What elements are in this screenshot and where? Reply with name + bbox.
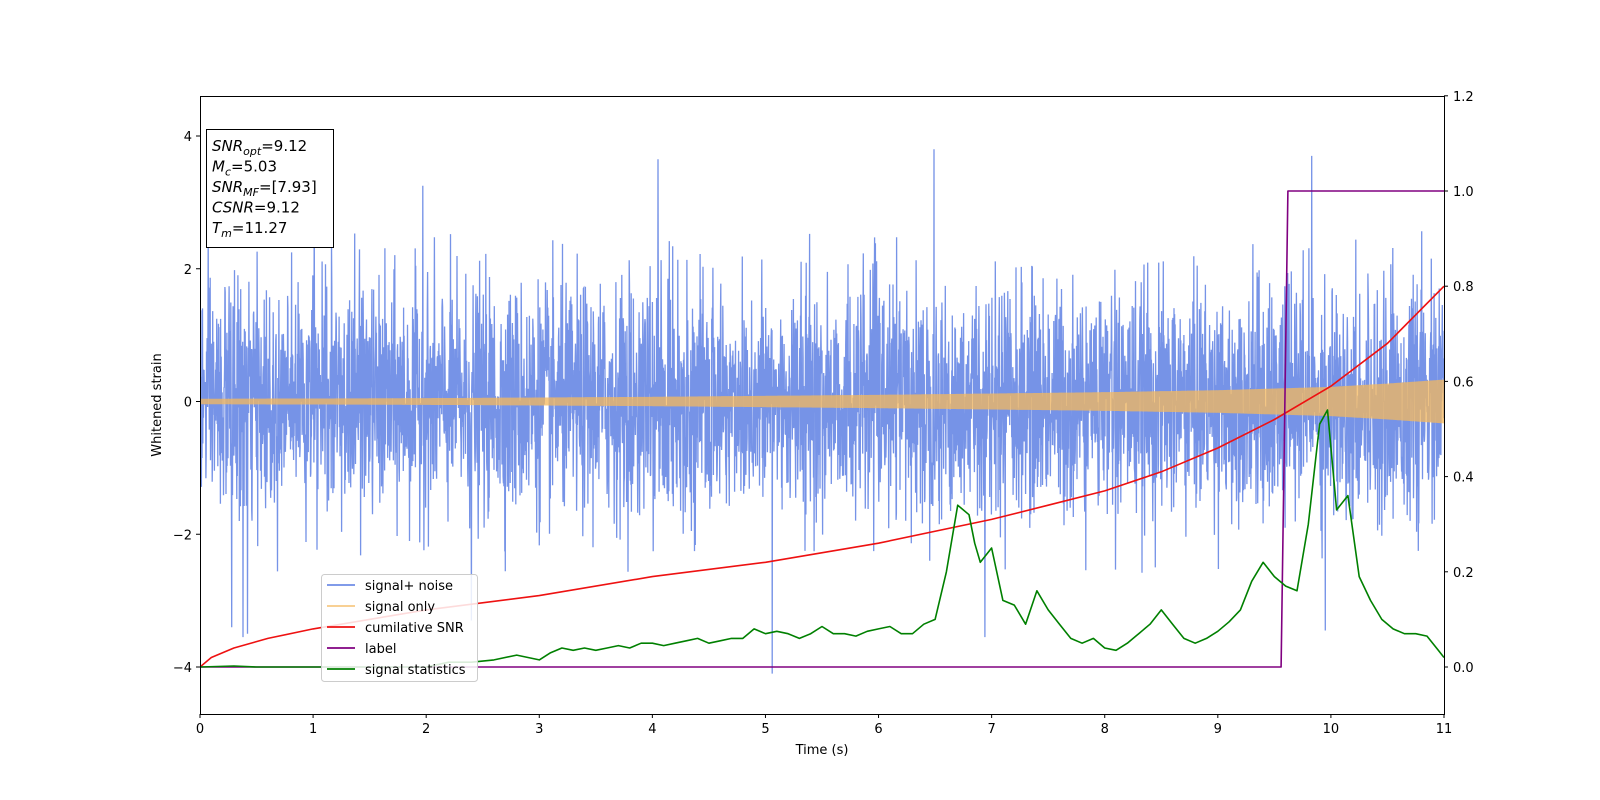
x-tick-label: 4 [648,722,656,737]
plot-area [200,149,1444,674]
y-left-tick-label: 0 [184,396,192,411]
y-left-tick-label: −2 [173,528,192,543]
x-tick-label: 1 [309,722,317,737]
info-line: Mc=5.03 [212,158,277,179]
y-axis-left-ticks: −4 −2 0 2 4 [173,130,200,676]
series-signal-statistics-line [200,409,1444,668]
x-tick-label: 3 [535,722,543,737]
y-right-tick-label: 0.4 [1453,471,1474,486]
plot-frame [200,96,1445,715]
info-box: SNRopt=9.12Mc=5.03SNRMF=[7.93]CSNR=9.12T… [206,129,334,248]
legend-label: cumilative SNR [365,621,464,636]
y-right-tick-label: 0.6 [1453,375,1474,390]
y-axis-label: Whitened strain [150,353,165,456]
series-signal-only-line [200,379,1444,424]
info-box-frame [206,129,334,248]
y-left-tick-label: −4 [173,661,192,676]
info-line-symbol: M [212,158,225,176]
series-signal-noise-line [200,149,1444,674]
x-tick-label: 10 [1323,722,1340,737]
info-line: SNRopt=9.12 [212,137,307,158]
info-line: SNRMF=[7.93] [212,178,317,199]
y-right-tick-label: 1.0 [1453,185,1474,200]
y-right-tick-label: 0.8 [1453,280,1474,295]
x-axis-ticks: 0 1 2 3 4 5 6 7 8 9 10 11 [196,714,1452,737]
info-line-symbol: SNR [212,137,243,155]
y-left-tick-label: 2 [184,263,192,278]
info-line-value: =[7.93] [259,178,317,196]
info-line: Tm=11.27 [212,219,287,240]
x-axis-label: Time (s) [795,743,849,758]
y-right-tick-label: 0.0 [1453,661,1474,676]
info-line-symbol: SNR [212,178,243,196]
legend-label: signal+ noise [365,579,453,594]
legend: signal+ noise signal only cumilative SNR la… [321,574,478,682]
y-right-tick-label: 0.2 [1453,566,1474,581]
series-label-line [200,190,1444,668]
y-axis-right-ticks: 0.0 0.2 0.4 0.6 0.8 1.0 1.2 [1444,90,1474,676]
x-tick-label: 0 [196,722,204,737]
x-tick-label: 6 [874,722,882,737]
info-line-value: =5.03 [231,158,277,176]
info-line-value: =9.12 [254,199,300,217]
x-tick-label: 2 [422,722,430,737]
legend-label: signal statistics [365,663,466,678]
info-line-subscript: opt [243,145,262,158]
x-tick-label: 11 [1436,722,1453,737]
x-tick-label: 9 [1214,722,1222,737]
x-tick-label: 8 [1101,722,1109,737]
legend-label: label [365,642,396,657]
y-right-tick-label: 1.2 [1453,90,1474,105]
info-line-symbol: CSNR [212,199,254,217]
info-line-subscript: MF [243,186,259,199]
info-line-subscript: c [225,166,231,179]
info-line-subscript: m [221,227,232,240]
series-cumulative-snr-line [200,285,1444,668]
info-line-symbol: T [212,219,223,237]
legend-label: signal only [365,600,435,615]
info-line-value: =9.12 [261,137,307,155]
x-tick-label: 5 [761,722,769,737]
x-tick-label: 7 [987,722,995,737]
info-line: CSNR=9.12 [212,199,300,217]
legend-frame [321,574,478,682]
info-line-value: =11.27 [232,219,288,237]
y-left-tick-label: 4 [184,130,192,145]
